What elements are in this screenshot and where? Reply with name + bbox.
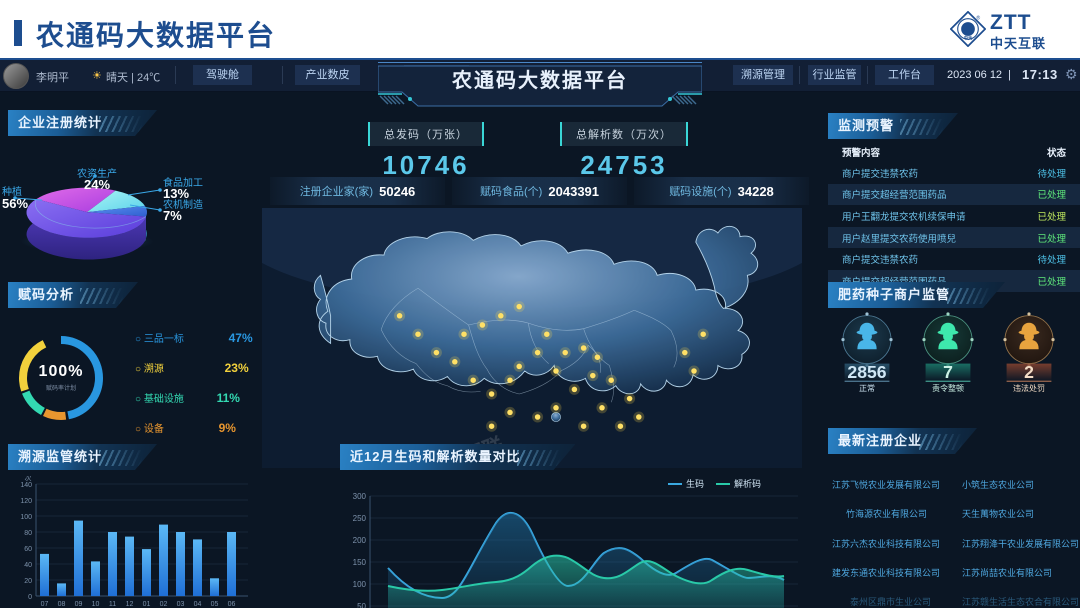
svg-text:40: 40 <box>24 562 32 569</box>
svg-text:违法处罚: 违法处罚 <box>1013 383 1045 393</box>
svg-text:100%: 100% <box>39 363 84 380</box>
svg-text:20: 20 <box>24 578 32 585</box>
svg-text:2: 2 <box>1024 362 1034 382</box>
svg-text:7%: 7% <box>163 208 182 223</box>
svg-text:100: 100 <box>353 580 367 589</box>
svg-text:56%: 56% <box>2 196 28 211</box>
svg-text:60: 60 <box>24 546 32 553</box>
svg-text:300: 300 <box>353 492 367 501</box>
svg-text:02: 02 <box>160 601 168 608</box>
svg-text:12: 12 <box>126 601 134 608</box>
svg-text:®: ® <box>976 15 980 22</box>
svg-text:2856: 2856 <box>847 362 886 382</box>
svg-text:赋码率计划: 赋码率计划 <box>46 384 76 392</box>
svg-text:08: 08 <box>58 601 66 608</box>
svg-text:13%: 13% <box>163 186 189 201</box>
svg-text:10: 10 <box>92 601 100 608</box>
svg-text:04: 04 <box>194 601 202 608</box>
svg-text:120: 120 <box>20 498 32 505</box>
svg-text:农通码大数据平台: 农通码大数据平台 <box>451 68 628 92</box>
svg-text:解析码: 解析码 <box>734 478 761 489</box>
svg-text:24%: 24% <box>84 177 110 192</box>
svg-text:01: 01 <box>143 601 151 608</box>
svg-text:次: 次 <box>25 476 32 482</box>
svg-text:07: 07 <box>41 601 49 608</box>
svg-text:正常: 正常 <box>859 384 875 393</box>
svg-text:生码: 生码 <box>686 478 704 489</box>
svg-text:责令整顿: 责令整顿 <box>932 383 964 393</box>
svg-text:0: 0 <box>28 594 32 601</box>
svg-text:200: 200 <box>353 536 367 545</box>
svg-text:250: 250 <box>353 514 367 523</box>
svg-text:06: 06 <box>228 601 236 608</box>
svg-text:150: 150 <box>353 558 367 567</box>
svg-text:50: 50 <box>357 602 366 608</box>
svg-text:100: 100 <box>20 514 32 521</box>
svg-text:09: 09 <box>75 601 83 608</box>
svg-text:140: 140 <box>20 482 32 489</box>
svg-text:7: 7 <box>943 362 953 382</box>
svg-text:中天: 中天 <box>964 34 973 41</box>
svg-text:05: 05 <box>211 601 219 608</box>
svg-text:03: 03 <box>177 601 185 608</box>
svg-text:11: 11 <box>109 601 116 608</box>
svg-text:80: 80 <box>24 530 32 537</box>
